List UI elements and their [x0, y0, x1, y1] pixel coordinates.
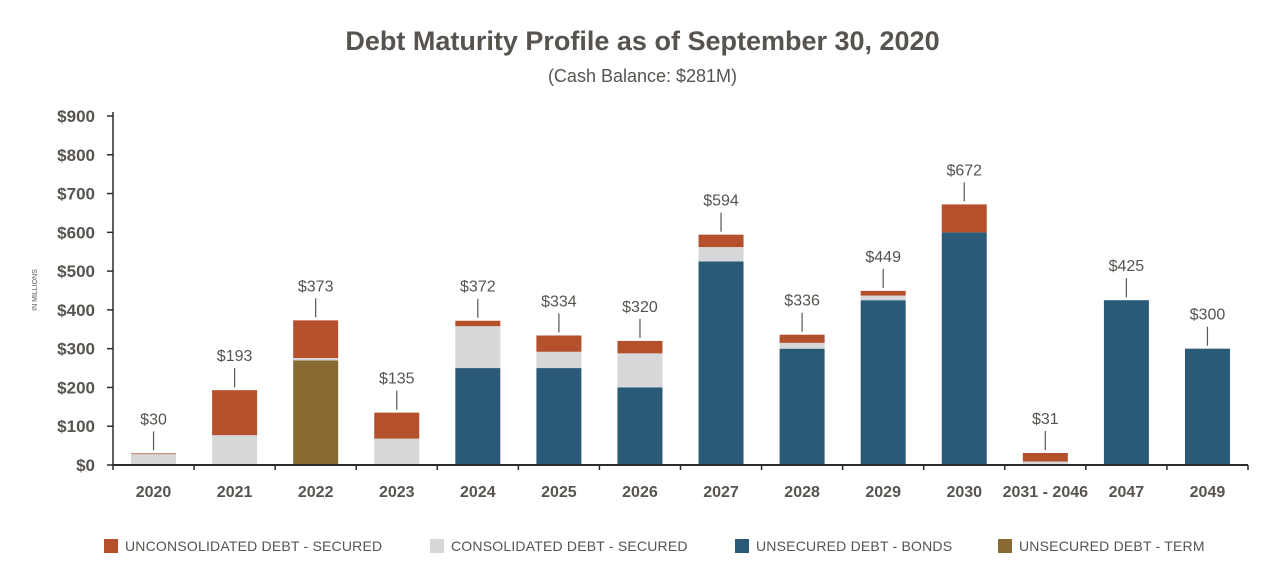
total-label: $672 [946, 162, 982, 179]
x-tick-label: 2022 [298, 484, 334, 501]
bar-segment [374, 438, 420, 465]
bar-segment [212, 390, 258, 436]
total-label: $193 [217, 348, 253, 365]
total-label: $135 [379, 371, 415, 388]
bar-segment [212, 435, 258, 465]
bar-segment [293, 360, 339, 465]
total-label: $320 [622, 299, 658, 316]
bar-segment [131, 453, 177, 455]
y-tick-label: $100 [57, 417, 95, 436]
legend-label: UNCONSOLIDATED DEBT - SECURED [125, 538, 383, 554]
y-tick-label: $500 [57, 262, 95, 281]
y-tick-label: $900 [57, 107, 95, 126]
bar-segment [536, 351, 582, 369]
total-label: $336 [784, 293, 820, 310]
total-label: $425 [1109, 258, 1145, 275]
y-tick-label: $400 [57, 301, 95, 320]
total-label: $31 [1032, 411, 1059, 428]
legend-item-unsecured-term: UNSECURED DEBT - TERM [998, 536, 1205, 556]
legend-item-consolidated-secured: CONSOLIDATED DEBT - SECURED [430, 536, 688, 556]
bar-segment [698, 234, 744, 248]
bar-segment [860, 290, 906, 296]
x-tick-label: 2020 [136, 484, 172, 501]
bar-segment [860, 300, 906, 465]
x-tick-label: 2026 [622, 484, 658, 501]
debt-maturity-chart: $0 $100 $200 $300 $400 $500 $600 $700 $800 $900 IN… [32, 107, 1249, 501]
bar-segment [779, 348, 825, 465]
bar-segment [941, 232, 987, 465]
x-tick-label: 2025 [541, 484, 577, 501]
total-label: $594 [703, 193, 739, 210]
bar-segment [1022, 461, 1068, 465]
bar-segment [1184, 348, 1230, 465]
total-label: $373 [298, 278, 334, 295]
x-tick-label: 2027 [703, 484, 739, 501]
y-tick-label: $600 [57, 223, 95, 242]
total-label: $449 [865, 249, 901, 266]
x-tick-label: 2028 [784, 484, 820, 501]
x-tick-label: 2031 - 2046 [1003, 484, 1089, 501]
bar-segment [293, 320, 339, 358]
y-tick-label: $800 [57, 146, 95, 165]
y-tick-label: $200 [57, 378, 95, 397]
bar-segment [536, 335, 582, 352]
x-tick-label: 2030 [946, 484, 982, 501]
bar-segment [536, 368, 582, 465]
legend-label: UNSECURED DEBT - BONDS [756, 538, 953, 554]
x-tick-label: 2029 [865, 484, 901, 501]
bar-segment [131, 454, 177, 465]
legend-swatch-consolidated-secured [430, 539, 444, 553]
bar-segment [941, 204, 987, 233]
legend-label: UNSECURED DEBT - TERM [1019, 538, 1205, 554]
bar-segment [374, 412, 420, 439]
legend-item-unconsolidated-secured: UNCONSOLIDATED DEBT - SECURED [104, 536, 382, 556]
bar-segment [1103, 300, 1149, 465]
y-tick-label: $0 [76, 456, 95, 475]
x-tick-label: 2049 [1190, 484, 1226, 501]
total-label: $372 [460, 279, 496, 296]
bar-segment [617, 387, 663, 465]
chart-legend: UNCONSOLIDATED DEBT - SECURED CONSOLIDAT… [0, 536, 1280, 556]
y-tick-label: $300 [57, 340, 95, 359]
bar-segment [698, 261, 744, 465]
bar-segment [779, 342, 825, 349]
bar-segment [455, 320, 501, 327]
y-tick-label: $700 [57, 185, 95, 204]
legend-item-unsecured-bonds: UNSECURED DEBT - BONDS [735, 536, 952, 556]
total-label: $30 [140, 411, 167, 428]
legend-label: CONSOLIDATED DEBT - SECURED [451, 538, 688, 554]
bar-segment [698, 247, 744, 262]
legend-swatch-unsecured-term [998, 539, 1012, 553]
legend-swatch-unsecured-bonds [735, 539, 749, 553]
legend-swatch-unconsolidated-secured [104, 539, 118, 553]
chart-title: Debt Maturity Profile as of September 30… [345, 26, 940, 56]
bar-segment [617, 353, 663, 388]
bar-segment [455, 326, 501, 369]
total-label: $300 [1190, 307, 1226, 324]
y-axis-title: IN MILLIONS [32, 269, 39, 311]
bar-segment [1022, 452, 1068, 462]
x-tick-label: 2021 [217, 484, 253, 501]
x-tick-label: 2047 [1109, 484, 1145, 501]
bar-segment [617, 340, 663, 354]
chart-subtitle: (Cash Balance: $281M) [547, 66, 738, 86]
bar-segment [293, 357, 339, 361]
bar-segment [455, 368, 501, 465]
total-label: $334 [541, 293, 577, 310]
bar-segment [860, 295, 906, 301]
bar-segment [779, 334, 825, 343]
x-tick-label: 2023 [379, 484, 415, 501]
x-tick-label: 2024 [460, 484, 496, 501]
